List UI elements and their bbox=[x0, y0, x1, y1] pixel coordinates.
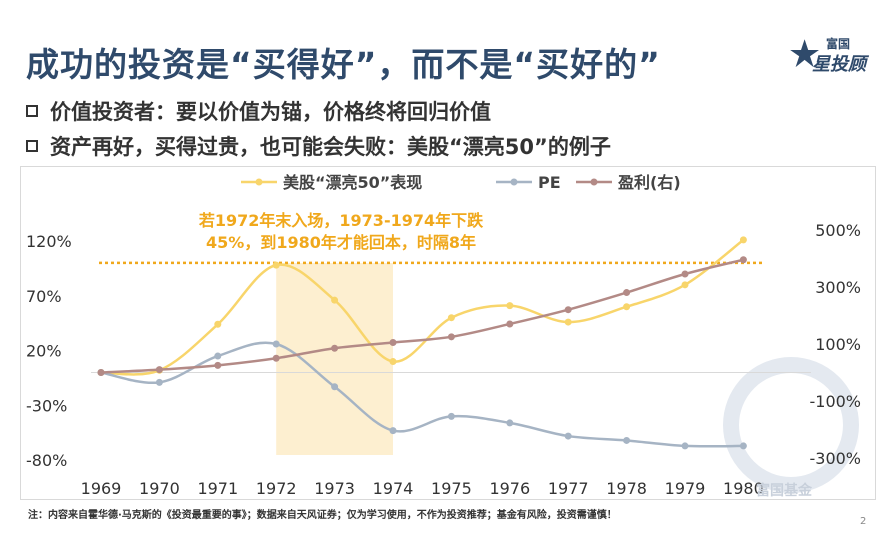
earnings-data-point bbox=[272, 354, 280, 362]
right-axis-tick-label: 300% bbox=[815, 278, 861, 297]
bullet-text: 资产再好，买得过贵，也可能会失败：美股“漂亮50”的例子 bbox=[50, 135, 611, 159]
nifty-fifty-data-point bbox=[739, 236, 747, 244]
legend-label-pe: PE bbox=[538, 173, 561, 192]
pe-data-point bbox=[155, 378, 163, 386]
highlight-band bbox=[276, 263, 393, 455]
logo-top-text: 富国 bbox=[826, 36, 850, 51]
pe-data-point bbox=[623, 436, 631, 444]
chart-annotation-line: 若1972年末入场，1973-1974年下跌 bbox=[198, 211, 484, 230]
nifty-fifty-data-point bbox=[506, 302, 514, 310]
bullet-text: 价值投资者：要以价值为锚，价格终将回归价值 bbox=[50, 100, 491, 124]
line-chart: 120% 70% 20% -30% -80% 500% 300% 100% -100% -300%… bbox=[26, 173, 861, 498]
watermark-text: 富国基金 bbox=[756, 483, 812, 499]
pe-data-point bbox=[506, 419, 514, 427]
nifty-fifty-data-point bbox=[447, 314, 455, 322]
left-axis-tick-label: 70% bbox=[26, 287, 62, 306]
x-axis-tick-label: 1970 bbox=[139, 479, 180, 498]
right-axis-tick-label: 500% bbox=[815, 221, 861, 240]
bullet-value-anchor: 价值投资者：要以价值为锚，价格终将回归价值 bbox=[26, 96, 491, 126]
earnings-data-point bbox=[623, 289, 631, 297]
legend-label-earnings: 盈利(右) bbox=[617, 173, 681, 192]
x-axis-tick-label: 1974 bbox=[373, 479, 414, 498]
nifty-fifty-data-point bbox=[564, 318, 572, 326]
chart-annotation-line: 45%，到1980年才能回本，时隔8年 bbox=[206, 233, 476, 252]
x-axis-tick-label: 1973 bbox=[314, 479, 355, 498]
nifty-fifty-series-line bbox=[100, 238, 745, 376]
pe-data-point bbox=[214, 352, 222, 360]
star-icon bbox=[790, 39, 819, 68]
chart-panel: 120% 70% 20% -30% -80% 500% 300% 100% -100% -300%… bbox=[20, 166, 876, 500]
nifty-fifty-data-point bbox=[389, 358, 397, 366]
x-axis-tick-label: 1969 bbox=[81, 479, 122, 498]
earnings-data-point bbox=[97, 369, 105, 376]
right-axis-tick-label: 100% bbox=[815, 335, 861, 354]
earnings-data-point bbox=[447, 333, 455, 341]
earnings-data-point bbox=[681, 270, 689, 278]
left-axis-tick-label: 120% bbox=[26, 232, 72, 251]
x-axis-tick-label: 1979 bbox=[665, 479, 706, 498]
earnings-data-point bbox=[155, 366, 163, 374]
pe-data-point bbox=[681, 442, 689, 450]
pe-data-point bbox=[331, 383, 339, 391]
x-axis-tick-label: 1980 bbox=[723, 479, 764, 498]
earnings-series-line bbox=[100, 258, 744, 374]
right-axis-tick-label: -300% bbox=[809, 449, 861, 468]
checkbox-bullet-icon bbox=[26, 105, 38, 117]
x-axis-tick-label: 1975 bbox=[431, 479, 472, 498]
watermark-logo-icon bbox=[723, 357, 859, 493]
legend-label-nifty-fifty: 美股“漂亮50”表现 bbox=[283, 173, 422, 192]
footnote: 注：内容来自霍华德·马克斯的《投资最重要的事》；数据来自天风证券；仅为学习使用，… bbox=[28, 510, 617, 521]
fuguo-logo: 富国 星投顾 bbox=[790, 36, 870, 75]
x-axis-tick-label: 1977 bbox=[548, 479, 589, 498]
nifty-fifty-data-point bbox=[331, 296, 339, 304]
x-axis-tick-label: 1976 bbox=[489, 479, 530, 498]
x-axis-tick-label: 1971 bbox=[197, 479, 238, 498]
nifty-fifty-data-point bbox=[623, 303, 631, 311]
nifty-fifty-data-point bbox=[214, 320, 222, 328]
nifty-fifty-data-point bbox=[272, 261, 280, 269]
pe-data-point bbox=[389, 427, 397, 435]
left-axis-tick-label: -80% bbox=[26, 451, 67, 470]
nifty-fifty-data-point bbox=[681, 281, 689, 289]
pe-series-line bbox=[100, 341, 744, 448]
pe-data-point bbox=[272, 340, 280, 348]
x-axis-tick-label: 1978 bbox=[606, 479, 647, 498]
earnings-data-point bbox=[506, 320, 514, 328]
earnings-data-point bbox=[214, 361, 222, 369]
pe-data-point bbox=[447, 412, 455, 420]
earnings-data-point bbox=[331, 344, 339, 352]
page-number: 2 bbox=[860, 516, 867, 527]
left-axis-tick-label: -30% bbox=[26, 396, 67, 415]
legend-marker-earnings bbox=[590, 178, 598, 186]
checkbox-bullet-icon bbox=[26, 140, 38, 152]
left-axis-tick-label: 20% bbox=[26, 342, 62, 361]
page-title: 成功的投资是“买得好”，而不是“买好的” bbox=[26, 45, 661, 84]
pe-data-point bbox=[739, 442, 747, 450]
logo-main-text: 星投顾 bbox=[812, 54, 870, 75]
earnings-data-point bbox=[739, 256, 747, 264]
legend-marker-nifty-fifty bbox=[255, 178, 263, 186]
pe-data-point bbox=[564, 432, 572, 440]
legend-marker-pe bbox=[510, 178, 518, 186]
x-axis-tick-label: 1972 bbox=[256, 479, 297, 498]
bullet-nifty-fifty: 资产再好，买得过贵，也可能会失败：美股“漂亮50”的例子 bbox=[26, 131, 611, 161]
right-axis-tick-label: -100% bbox=[809, 392, 861, 411]
earnings-data-point bbox=[389, 339, 397, 347]
earnings-data-point bbox=[564, 306, 572, 314]
